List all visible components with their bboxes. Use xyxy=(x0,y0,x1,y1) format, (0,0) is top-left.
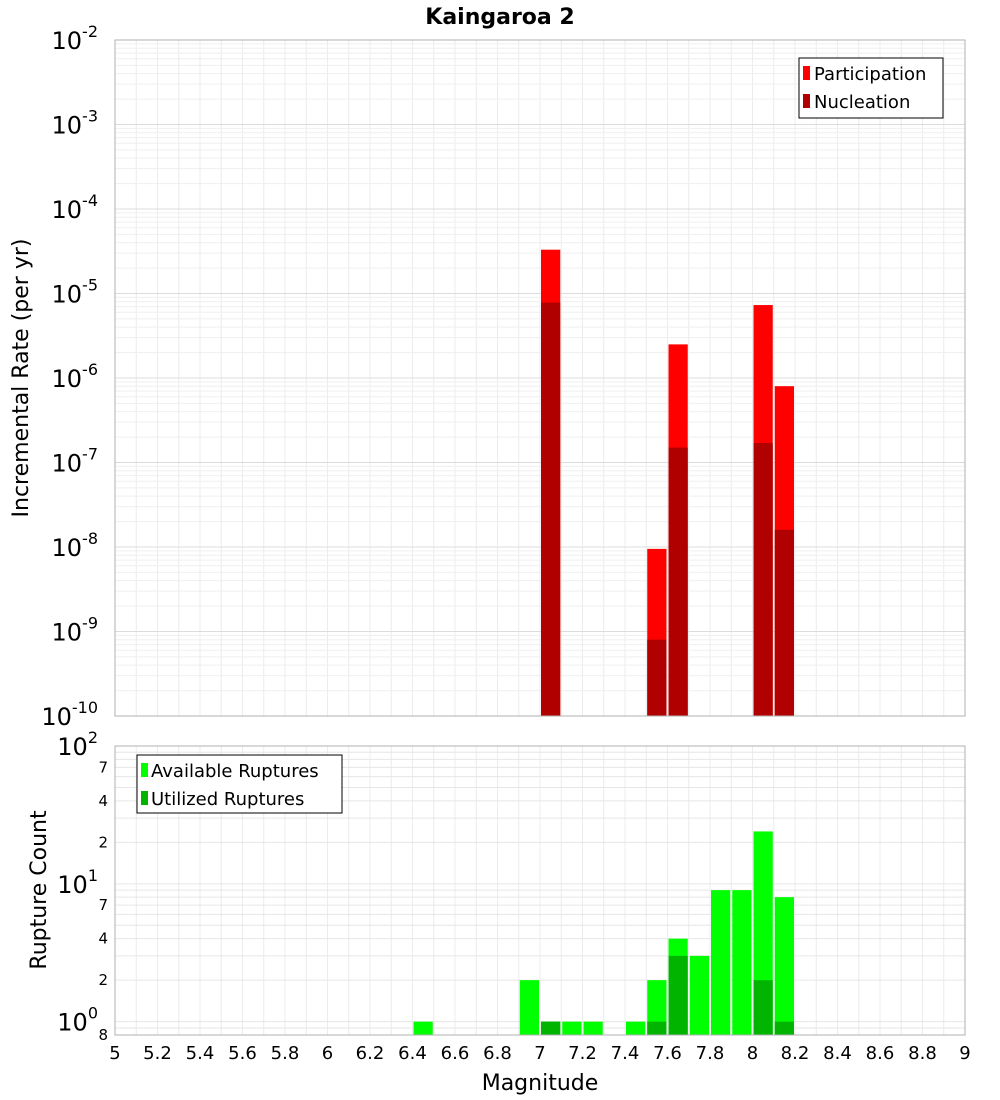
x-tick-label: 6.4 xyxy=(398,1043,427,1064)
bottom-y-minor-tick-label: 4 xyxy=(98,930,108,948)
x-tick-label: 6 xyxy=(322,1043,333,1064)
x-tick-label: 8.6 xyxy=(866,1043,895,1064)
bottom-y-tick-label: 102 xyxy=(57,728,98,761)
bottom-y-minor-tick-label: 2 xyxy=(98,833,108,851)
top-y-tick-label: 10-8 xyxy=(52,529,99,562)
top-y-tick-label: 10-6 xyxy=(52,360,99,393)
top-gridlines xyxy=(114,40,966,717)
x-tick-label: 5.6 xyxy=(228,1043,257,1064)
bottom-y-axis-label: Rupture Count xyxy=(27,810,52,970)
x-tick-label: 7.4 xyxy=(611,1043,640,1064)
x-tick-label: 5 xyxy=(109,1043,120,1064)
bottom-y-minor-tick-label: 2 xyxy=(98,971,108,989)
bottom-available-ruptures-bar xyxy=(774,897,794,1035)
top-plot-border xyxy=(114,39,966,717)
bottom-available-ruptures-bar xyxy=(711,890,731,1035)
top-nucleation-bar xyxy=(753,443,773,716)
chart-title: Kaingaroa 2 xyxy=(425,5,574,30)
x-tick-label: 7 xyxy=(534,1043,545,1064)
bottom-plot-border xyxy=(114,745,966,1036)
top-bars xyxy=(541,249,794,716)
top-nucleation-bar xyxy=(774,529,794,716)
bottom-utilized-ruptures-bar xyxy=(647,1021,667,1035)
bottom-available-ruptures-bar xyxy=(647,980,667,1035)
top-nucleation-bar xyxy=(541,302,561,716)
bottom-available-ruptures-bar xyxy=(626,1021,646,1035)
top-y-tick-label: 10-9 xyxy=(52,614,99,647)
x-tick-label: 7.2 xyxy=(568,1043,597,1064)
x-tick-label: 8 xyxy=(747,1043,758,1064)
x-tick-label: 6.6 xyxy=(441,1043,470,1064)
x-tick-label: 8.8 xyxy=(908,1043,937,1064)
bottom-available-ruptures-bar xyxy=(562,1021,582,1035)
top-y-tick-label: 10-3 xyxy=(52,107,99,140)
nucleation-legend-swatch xyxy=(803,94,810,108)
bottom-y-minor-tick-label: 7 xyxy=(98,896,108,914)
bottom-available-ruptures-bar xyxy=(583,1021,603,1035)
utilized-ruptures-legend-swatch xyxy=(141,791,148,805)
bottom-available-ruptures-bar xyxy=(689,955,709,1035)
participation-legend-label: Participation xyxy=(814,64,926,85)
top-legend-box xyxy=(798,57,944,119)
x-tick-label: 7.8 xyxy=(696,1043,725,1064)
bottom-utilized-ruptures-bar xyxy=(541,1021,561,1035)
bottom-bars xyxy=(413,831,794,1035)
bottom-available-ruptures-bar xyxy=(413,1021,433,1035)
x-tick-label: 6.8 xyxy=(483,1043,512,1064)
available-ruptures-legend-label: Available Ruptures xyxy=(151,761,319,782)
x-tick-label: 8.2 xyxy=(781,1043,810,1064)
top-y-tick-label: 10-10 xyxy=(41,698,98,731)
x-axis-label: Magnitude xyxy=(482,1071,599,1096)
utilized-ruptures-legend-label: Utilized Ruptures xyxy=(151,789,304,810)
x-tick-label: 9 xyxy=(959,1043,970,1064)
bottom-legend: Available Ruptures Utilized Ruptures xyxy=(136,754,343,814)
bottom-utilized-ruptures-bar xyxy=(668,955,688,1035)
top-y-tick-label: 10-7 xyxy=(52,445,99,478)
top-nucleation-bar xyxy=(647,639,667,716)
bottom-utilized-ruptures-bar xyxy=(774,1021,794,1035)
x-tick-label: 5.2 xyxy=(143,1043,172,1064)
bottom-y-tick-label: 100 xyxy=(57,1004,98,1037)
top-y-axis-label: Incremental Rate (per yr) xyxy=(9,239,34,518)
bottom-y-minor-tick-label: 4 xyxy=(98,792,108,810)
x-tick-label: 7.6 xyxy=(653,1043,682,1064)
bottom-utilized-ruptures-bar xyxy=(753,980,773,1035)
x-tick-labels: 5 5.2 5.4 5.6 5.8 6 6.2 6.4 6.6 6.8 7 7.2 7.4 7.6 7.8 8… xyxy=(109,1043,970,1064)
x-tick-label: 6.2 xyxy=(356,1043,385,1064)
top-y-tick-labels: 10-2 10-3 10-4 10-5 10-6 10-7 10-8 10-9 10-10 xyxy=(41,22,98,731)
x-tick-label: 5.4 xyxy=(186,1043,215,1064)
top-y-tick-label: 10-4 xyxy=(52,191,99,224)
top-nucleation-bar xyxy=(668,447,688,716)
top-legend: Participation Nucleation xyxy=(798,57,944,119)
top-y-tick-label: 10-2 xyxy=(52,22,99,55)
top-y-tick-label: 10-5 xyxy=(52,276,99,309)
bottom-available-ruptures-bar xyxy=(519,980,539,1035)
participation-legend-swatch xyxy=(803,66,810,80)
nucleation-legend-label: Nucleation xyxy=(814,92,910,113)
bottom-y-minor-tick-label: 8 xyxy=(98,1026,108,1044)
bottom-legend-box xyxy=(136,754,343,814)
bottom-available-ruptures-bar xyxy=(732,890,752,1035)
x-tick-label: 5.8 xyxy=(271,1043,300,1064)
available-ruptures-legend-swatch xyxy=(141,763,148,777)
top-panel: Kaingaroa 2 10-2 10-3 10-4 10-5 10-6 10-7 10-8… xyxy=(9,5,966,731)
x-tick-label: 8.4 xyxy=(823,1043,852,1064)
bottom-y-minor-tick-label: 7 xyxy=(98,758,108,776)
bottom-y-tick-label: 101 xyxy=(57,866,98,899)
